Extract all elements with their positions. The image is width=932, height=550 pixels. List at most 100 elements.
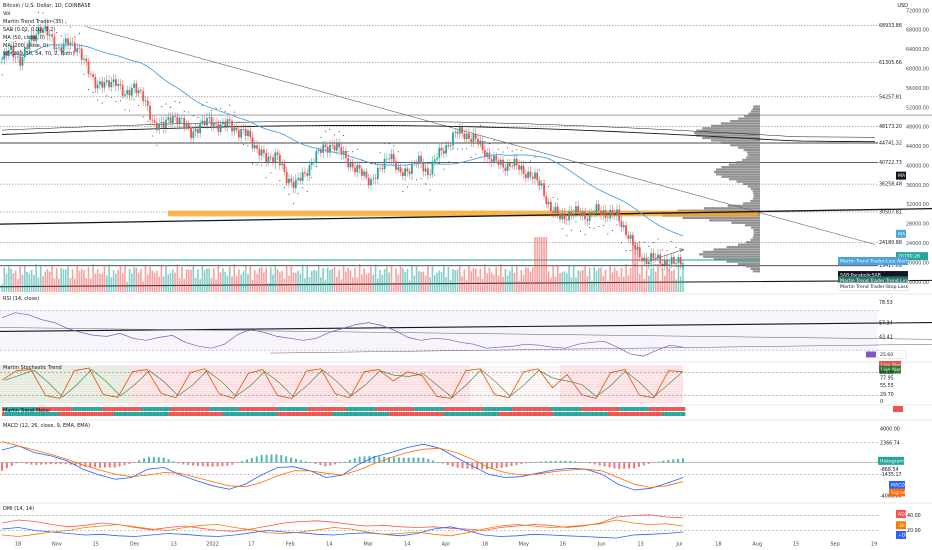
trend-meter-cell-top — [462, 407, 465, 411]
candle-body — [342, 150, 345, 155]
trend-meter-cell-bottom — [532, 412, 535, 416]
trend-meter-cell-bottom — [58, 412, 62, 416]
dmi-legend-dim-bg — [896, 521, 906, 530]
volume-profile-bar — [742, 202, 760, 205]
trend-meter-cell-top — [569, 407, 572, 411]
price-axis-label-10: 32000.00 — [906, 202, 929, 208]
sar-dot — [470, 156, 472, 158]
stoch-title: Martin Stochastic Trend — [3, 365, 62, 371]
volume-bar — [105, 275, 108, 292]
macd-histogram-bar — [231, 462, 234, 465]
candle-body — [545, 196, 548, 205]
candle-body — [73, 42, 76, 53]
trend-meter-cell-top — [468, 407, 472, 411]
trend-meter-cell-bottom — [355, 412, 358, 416]
macd-histogram-bar — [662, 460, 665, 463]
trend-meter-cell-top — [261, 407, 264, 411]
candle-body — [397, 167, 400, 170]
candle-body — [281, 163, 284, 166]
trend-meter-cell-bottom — [484, 412, 488, 416]
sar-dot — [119, 100, 121, 102]
volume-bar — [654, 271, 657, 292]
trend-meter-cell-bottom — [74, 412, 78, 416]
macd-histogram-bar — [64, 462, 67, 465]
volume-profile-bar — [703, 207, 760, 210]
trend-meter-cell-top — [626, 407, 629, 411]
volume-bar — [463, 269, 466, 292]
candle-body — [622, 225, 625, 228]
trend-meter-cell-top — [70, 407, 73, 411]
candle-body — [333, 145, 336, 151]
sar-dot — [639, 241, 641, 243]
volume-bar — [133, 267, 135, 292]
candle-body — [304, 172, 306, 174]
candle-body — [604, 210, 607, 218]
candle-body — [465, 133, 468, 139]
macd-histogram-bar — [182, 462, 185, 465]
candle-body — [292, 181, 295, 189]
macd-axis-label-4: -868.54 — [880, 467, 899, 473]
trend-meter-cell-top — [555, 407, 558, 411]
volume-bar — [258, 267, 261, 292]
trend-meter-cell-top — [88, 407, 91, 411]
trend-meter-cell-bottom — [364, 412, 367, 416]
volume-bar — [42, 276, 44, 292]
sar-dot — [375, 162, 377, 164]
sar-dot — [461, 148, 463, 150]
macd-histogram-bar — [250, 457, 253, 463]
candle-body — [672, 257, 675, 264]
volume-bar — [135, 267, 138, 292]
candle-body — [529, 171, 532, 177]
candle-body — [308, 165, 311, 176]
macd-histogram-bar — [358, 456, 361, 463]
trend-meter-cell-top — [111, 407, 114, 411]
trend-meter-cell-top — [491, 407, 494, 411]
trend-meter-cell-top — [140, 407, 144, 411]
trend-meter-cell-bottom — [491, 412, 494, 416]
candle-body — [146, 100, 149, 106]
volume-profile-bar — [750, 267, 760, 270]
price-axis-label-7: 44000.00 — [906, 144, 929, 150]
trend-meter-cell-top — [270, 407, 274, 411]
trend-meter-cell-bottom — [243, 412, 246, 416]
trend-meter-cell-bottom — [17, 412, 21, 416]
trend-meter-cell-bottom — [270, 412, 274, 416]
volume-bar — [235, 275, 238, 292]
volume-bar — [552, 265, 554, 292]
volume-profile-bar — [753, 231, 760, 234]
price-level-label-7: 30507.81 — [879, 209, 902, 215]
macd-histogram-bar — [201, 462, 204, 467]
trend-meter-cell-top — [177, 407, 180, 411]
candle-body — [340, 147, 343, 155]
trend-meter-cell-bottom — [11, 412, 14, 416]
candle-body — [590, 211, 593, 215]
candle-body — [552, 211, 555, 213]
trend-meter-cell-top — [286, 407, 289, 411]
candle-body — [675, 262, 678, 264]
volume-bar — [238, 269, 240, 292]
x-tick-label-11: Apr — [442, 542, 452, 548]
trend-meter-cell-top — [74, 407, 78, 411]
trend-meter-cell-top — [250, 407, 253, 411]
trend-meter-cell-bottom — [457, 412, 460, 416]
volume-bar — [128, 268, 131, 292]
volume-profile-bar — [750, 110, 760, 113]
trend-meter-cell-bottom — [370, 412, 374, 416]
candle-body — [609, 210, 612, 219]
trend-meter-cell-top — [557, 407, 561, 411]
volume-bar — [449, 279, 452, 292]
macd-histogram-bar — [603, 462, 606, 467]
trend-meter-cell-top — [496, 407, 499, 411]
trend-meter-cell-bottom — [339, 412, 342, 416]
volume-bar — [121, 273, 124, 292]
volume-profile-bar — [696, 129, 760, 132]
candle-body — [335, 143, 338, 151]
candle-body — [203, 120, 206, 126]
volume-bar — [108, 264, 110, 292]
trend-meter-cell-top — [350, 407, 353, 411]
trend-meter-cell-top — [45, 407, 48, 411]
volume-bar — [347, 267, 349, 292]
macd-histogram-bar — [270, 454, 273, 463]
candle-body — [26, 47, 28, 50]
